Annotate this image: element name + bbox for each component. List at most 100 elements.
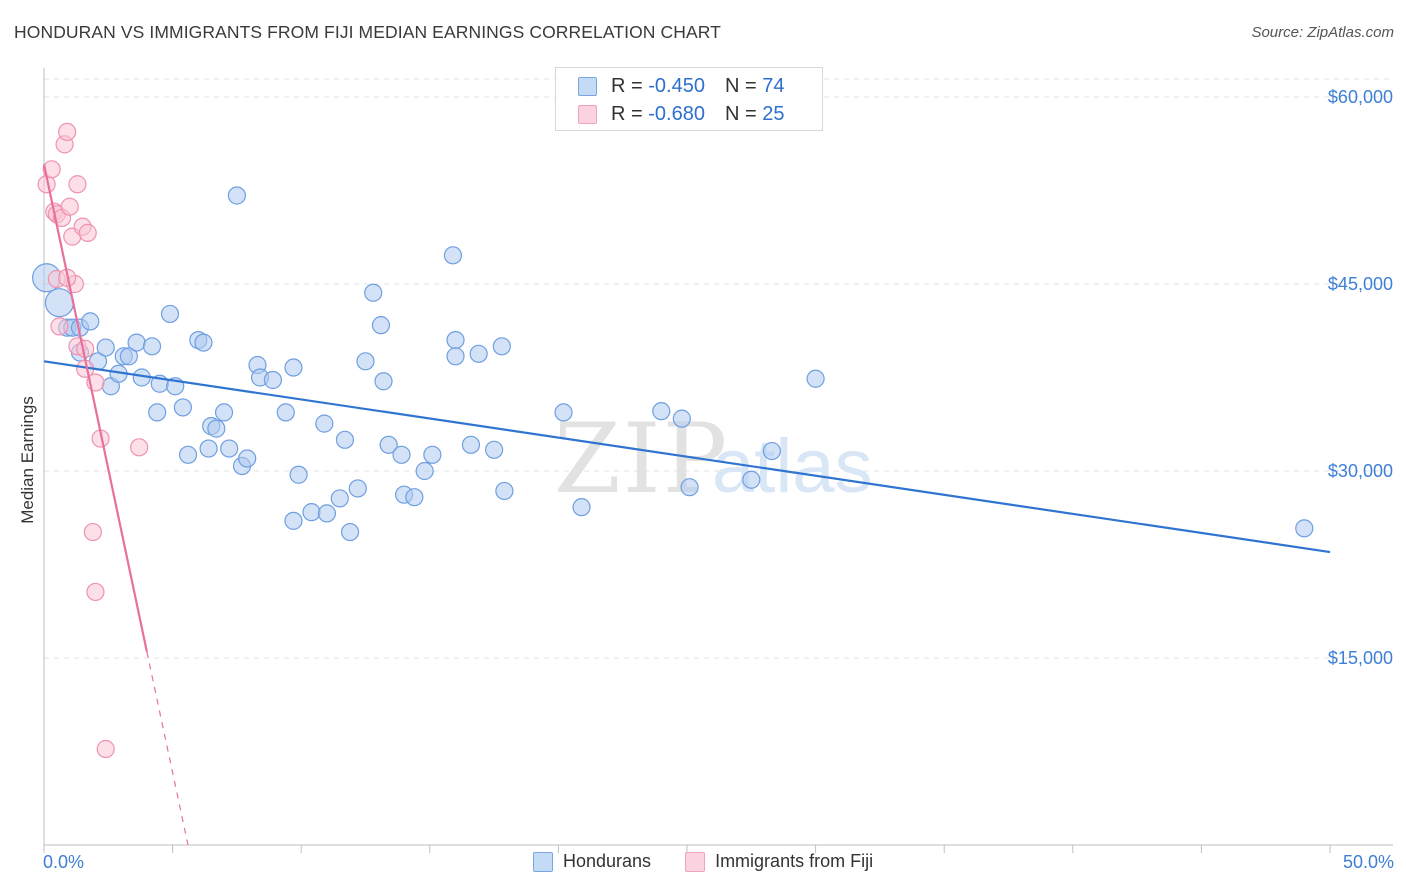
hondurans-point: [340, 522, 360, 542]
legend-label-hondurans: Hondurans: [563, 851, 652, 871]
hondurans-point: [284, 358, 303, 377]
legend-label-fiji: Immigrants from Fiji: [715, 851, 874, 871]
hondurans-point: [446, 347, 465, 366]
hondurans-point: [315, 414, 334, 433]
hondurans-point: [96, 338, 115, 357]
legend-n-label: N =: [724, 74, 763, 97]
grid-lines: [44, 78, 1393, 659]
source-credit: Source: ZipAtlas.com: [1251, 24, 1394, 41]
legend-n-label: N =: [724, 102, 763, 125]
hondurans-point: [330, 489, 349, 508]
hondurans-trend-line: [43, 360, 1331, 554]
legend-r-value: -0.450: [648, 74, 705, 97]
hondurans-point: [284, 511, 303, 530]
hondurans-point: [405, 488, 424, 507]
legend-swatch-hondurans: [578, 76, 597, 96]
hondurans-point: [178, 445, 198, 464]
legend-r-label: R =: [611, 102, 649, 125]
hondurans-point: [335, 430, 355, 449]
fiji-point: [68, 175, 87, 194]
hondurans-point: [680, 478, 699, 497]
hondurans-point: [446, 331, 465, 350]
legend-r-value: -0.680: [648, 102, 705, 125]
legend-item-fiji: Immigrants from Fiji: [685, 851, 873, 872]
hondurans-point: [356, 352, 375, 371]
hondurans-point: [199, 439, 218, 458]
y-tick-labels: $15,000 $30,000 $45,000 $60,000: [1328, 87, 1393, 668]
stats-legend: R = -0.450 N = 74 R = -0.680 N = 25: [555, 67, 823, 131]
hondurans-point: [379, 435, 398, 454]
hondurans-point: [276, 403, 295, 422]
hondurans-point: [806, 369, 825, 388]
trend-lines: [42, 164, 1331, 846]
fiji-point: [96, 739, 115, 759]
legend-r-label: R =: [611, 74, 649, 97]
hondurans-point: [214, 403, 234, 422]
hondurans-point: [495, 481, 514, 501]
hondurans-point: [302, 503, 321, 522]
hondurans-point: [207, 419, 226, 438]
hondurans-point: [554, 403, 573, 422]
fiji-trend-extension: [146, 651, 189, 846]
watermark-atlas: atlas: [712, 424, 873, 509]
watermark: ZIP atlas: [554, 403, 873, 515]
hondurans-point: [443, 246, 463, 265]
chart-title: HONDURAN VS IMMIGRANTS FROM FIJI MEDIAN …: [14, 22, 721, 42]
hondurans-point: [374, 372, 393, 391]
legend-swatch-fiji: [578, 104, 597, 124]
hondurans-point: [415, 461, 434, 481]
hondurans-point: [364, 283, 383, 302]
hondurans-points: [31, 186, 1314, 542]
hondurans-point: [289, 465, 308, 484]
hondurans-point: [173, 398, 192, 417]
legend-n-value: 25: [762, 102, 785, 125]
hondurans-point: [44, 288, 75, 318]
hondurans-point: [469, 344, 488, 363]
legend-swatch-fiji: [685, 851, 706, 872]
x-tick-max: 50.0%: [1342, 852, 1394, 872]
hondurans-point: [127, 333, 146, 352]
hondurans-point: [1295, 519, 1314, 538]
series-legend: Hondurans Immigrants from Fiji: [533, 851, 907, 872]
hondurans-point: [348, 479, 367, 498]
hondurans-point: [742, 470, 761, 489]
axes: [43, 68, 1393, 853]
fiji-point: [60, 197, 79, 216]
fiji-point: [78, 223, 97, 242]
hondurans-point: [220, 439, 239, 458]
hondurans-point: [119, 347, 138, 366]
hondurans-point: [572, 498, 591, 517]
fiji-trend-line: [42, 164, 148, 652]
fiji-point: [83, 522, 102, 542]
hondurans-point: [461, 435, 481, 454]
hondurans-point: [238, 449, 257, 468]
y-tick-label: $60,000: [1328, 87, 1393, 107]
y-tick-label: $45,000: [1328, 274, 1393, 294]
fiji-point: [50, 317, 69, 336]
hondurans-point: [81, 312, 100, 331]
hondurans-point: [652, 402, 671, 421]
hondurans-point: [194, 333, 213, 352]
hondurans-point: [423, 445, 442, 464]
fiji-point: [42, 160, 61, 179]
fiji-point: [86, 582, 105, 602]
hondurans-point: [762, 441, 781, 461]
fiji-point: [58, 122, 77, 142]
hondurans-point: [392, 445, 411, 464]
x-tick-min: 0.0%: [43, 852, 85, 872]
hondurans-point: [263, 370, 283, 390]
hondurans-point: [672, 409, 691, 428]
legend-n-value: 74: [762, 74, 785, 97]
legend-row-hondurans: R = -0.450 N = 74: [578, 73, 784, 99]
y-tick-label: $15,000: [1328, 648, 1393, 668]
hondurans-point: [227, 186, 246, 205]
hondurans-point: [142, 337, 162, 356]
hondurans-point: [371, 316, 391, 335]
hondurans-point: [485, 440, 504, 459]
legend-row-fiji: R = -0.680 N = 25: [578, 101, 784, 127]
legend-item-hondurans: Hondurans: [533, 851, 651, 872]
legend-swatch-hondurans: [533, 851, 553, 872]
y-tick-label: $30,000: [1328, 461, 1393, 481]
hondurans-point: [492, 337, 511, 356]
